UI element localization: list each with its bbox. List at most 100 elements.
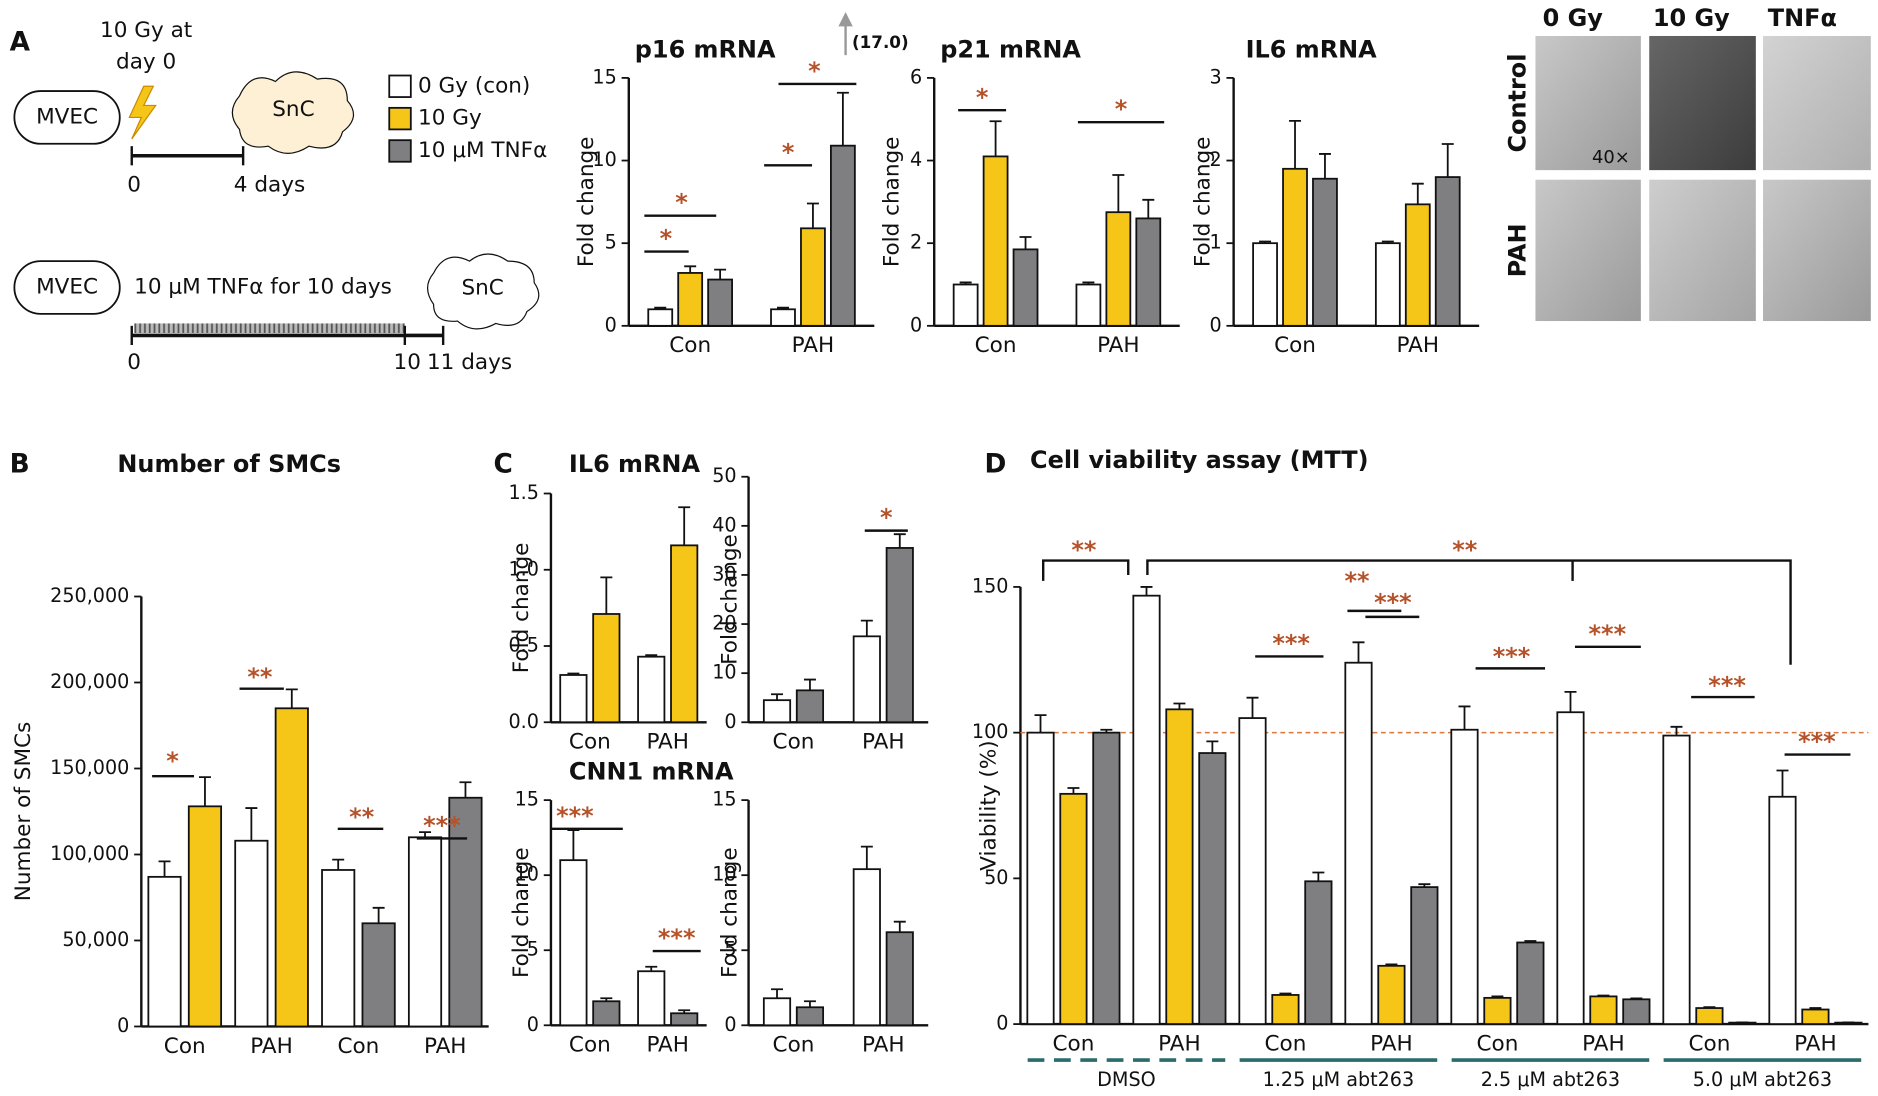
bar: [361, 922, 396, 1028]
legend-label: 10 μM TNFα: [418, 138, 547, 163]
legend-swatch: [388, 106, 412, 131]
group-label: DMSO: [1097, 1068, 1156, 1091]
y-tick-label: 4: [910, 148, 922, 171]
annotation: **: [1344, 567, 1370, 595]
chart-title: IL6 mRNA: [1246, 35, 1378, 63]
bar: [885, 547, 914, 724]
error-bar: [1034, 714, 1047, 733]
bar: [1252, 242, 1278, 327]
y-tick-label: 100,000: [50, 842, 129, 865]
x-tick-label: Con: [164, 1034, 206, 1059]
decor: [838, 12, 1792, 665]
legend-swatch: [388, 74, 412, 98]
error-bar: [777, 306, 789, 310]
y-tick-label: 150,000: [50, 756, 129, 779]
annotation: *: [808, 57, 821, 85]
error-bar: [803, 1000, 816, 1008]
y-tick-label: 0: [910, 313, 922, 336]
x-tick-label: Con: [669, 333, 711, 358]
y-tick-label: 0: [724, 710, 736, 733]
error-bar: [771, 988, 783, 999]
error-bar: [567, 672, 580, 675]
x-tick-label: Con: [1052, 1031, 1094, 1056]
bar: [1271, 994, 1300, 1025]
bar: [1516, 941, 1545, 1025]
error-bar: [1458, 705, 1471, 730]
bar: [274, 707, 309, 1028]
bar: [407, 836, 443, 1028]
x-tick-label: PAH: [646, 730, 689, 755]
chart-title: CNN1 mRNA: [569, 758, 734, 786]
group-label: 2.5 μM abt263: [1481, 1068, 1620, 1091]
y-tick-label: 5: [527, 938, 539, 961]
error-bar: [1809, 1007, 1822, 1010]
bar: [795, 689, 825, 724]
y-tick-label: 0.5: [508, 634, 538, 657]
bar: [637, 970, 666, 1027]
annotation: **: [349, 803, 375, 831]
x-tick-label: Con: [1264, 1031, 1306, 1056]
annotation: (17.0): [852, 32, 909, 52]
x-tick-label: PAH: [1582, 1031, 1625, 1056]
error-bar: [245, 807, 258, 841]
column-label: 0 Gy: [1543, 4, 1604, 32]
bar: [647, 308, 674, 327]
bar: [982, 155, 1009, 327]
y-axis-label: Fold change: [718, 534, 743, 665]
bar: [1404, 203, 1431, 327]
x-tick-label: PAH: [1097, 333, 1140, 358]
bar: [1135, 217, 1162, 327]
bar: [830, 144, 856, 327]
y-tick-label: 20: [712, 612, 736, 635]
y-tick-label: 2: [910, 231, 922, 254]
annotation: *: [880, 504, 893, 532]
magnification: 40×: [1592, 147, 1630, 168]
bar: [559, 674, 588, 724]
error-bar: [372, 906, 385, 924]
bar: [1012, 248, 1039, 327]
error-bar: [1279, 992, 1292, 995]
y-tick-label: 15: [712, 788, 736, 811]
error-bar: [989, 120, 1002, 157]
x-tick-label: PAH: [646, 1033, 689, 1058]
x-tick-label: Con: [1476, 1031, 1518, 1056]
chart-title: p16 mRNA: [635, 35, 776, 63]
treatment-label: 10 μM TNFα for 10 days: [134, 274, 392, 299]
error-bar: [645, 654, 658, 657]
error-bar: [893, 920, 906, 933]
x-tick-label: Con: [975, 333, 1017, 358]
error-bar: [1352, 641, 1365, 663]
bar: [1377, 964, 1406, 1025]
y-axis-label: Fold change: [1191, 137, 1216, 268]
annotation: ***: [556, 802, 594, 830]
result-label: SnC: [461, 276, 503, 301]
annotation: ***: [1374, 589, 1412, 617]
bar: [1344, 661, 1373, 1025]
y-tick-label: 100: [972, 720, 1009, 743]
y-axis-label: Fold change: [509, 543, 534, 674]
panel-label: D: [985, 449, 1007, 479]
error-bar: [678, 1009, 691, 1014]
y-tick-label: 0: [117, 1014, 129, 1037]
chart-title: p21 mRNA: [940, 35, 1081, 63]
y-tick-label: 3: [1209, 65, 1221, 88]
annotation: ***: [423, 811, 461, 839]
y-tick-label: 10: [712, 863, 736, 886]
bar: [795, 1006, 825, 1027]
error-bar: [860, 619, 873, 637]
annotation: **: [1452, 536, 1478, 564]
x-tick-label: PAH: [250, 1034, 293, 1059]
y-axis-label: Number of SMCs: [11, 722, 36, 902]
error-bar: [198, 776, 211, 807]
error-bar: [684, 265, 697, 273]
error-bar: [1441, 143, 1454, 178]
panel-label: C: [493, 449, 512, 479]
legend-label: 0 Gy (con): [418, 73, 530, 98]
bar: [234, 839, 269, 1028]
error-bar: [1312, 871, 1325, 882]
chart-title: Number of SMCs: [117, 450, 341, 478]
error-bar: [1564, 690, 1577, 713]
error-bar: [1112, 174, 1125, 213]
error-bar: [1082, 281, 1095, 285]
